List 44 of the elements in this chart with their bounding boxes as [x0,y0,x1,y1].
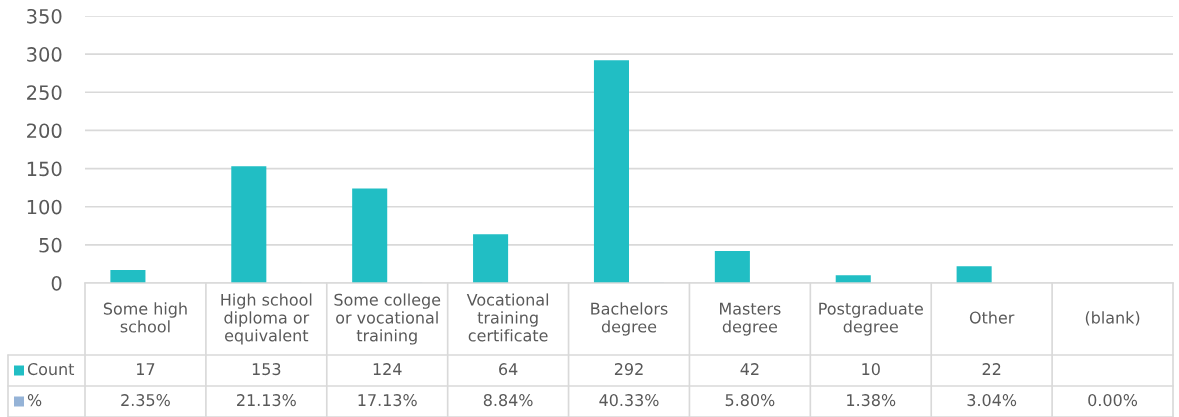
data-label: 17 [137,363,155,375]
bar [473,234,509,283]
y-tick-label: 50 [39,237,62,253]
bar [714,250,750,283]
bar [231,166,267,283]
data-label: 64 [499,363,518,376]
bar [110,270,146,283]
x-tick-label: High school diploma or equivalent [221,293,312,345]
data-label: 40.33% [599,394,659,407]
bar [956,266,992,283]
data-label: 21.13% [237,394,296,407]
y-tick-label: 150 [27,161,62,177]
x-tick-label: Bachelors degree [591,302,668,336]
data-label: 22 [982,363,1001,375]
y-tick-label: 350 [27,8,62,24]
data-label: 2.35% [121,394,170,407]
data-label: 124 [373,363,402,375]
x-tick-label: Some high school [103,302,187,333]
bar [593,60,629,283]
bar [835,275,871,283]
x-tick-label: (blank) [1085,311,1140,326]
x-tick-label: Masters degree [720,302,781,336]
x-tick-label: Vocational training certificate [466,293,549,342]
data-label: 3.04% [967,394,1017,407]
data-label: 5.80% [725,394,775,407]
y-tick-label: 100 [27,199,62,215]
legend-label: % [27,394,42,407]
x-tick-label: Other [969,311,1015,324]
data-label: 10 [862,363,880,376]
x-tick-label: Some college or vocational training [334,293,441,345]
data-label: 0.00% [1088,394,1138,407]
y-tick-label: 200 [27,123,62,139]
legend-label: Count [27,363,75,376]
data-label: 17.13% [358,394,417,407]
data-label: 8.84% [483,394,533,407]
data-label: 153 [252,363,281,376]
data-label: 42 [740,363,759,375]
y-tick-label: 250 [27,85,62,100]
bar [352,188,388,283]
y-tick-label: 0 [51,275,62,291]
y-tick-label: 300 [27,47,62,62]
data-label: 292 [614,363,643,376]
x-tick-label: Postgraduate degree [819,302,923,336]
data-label: 1.38% [847,394,896,407]
